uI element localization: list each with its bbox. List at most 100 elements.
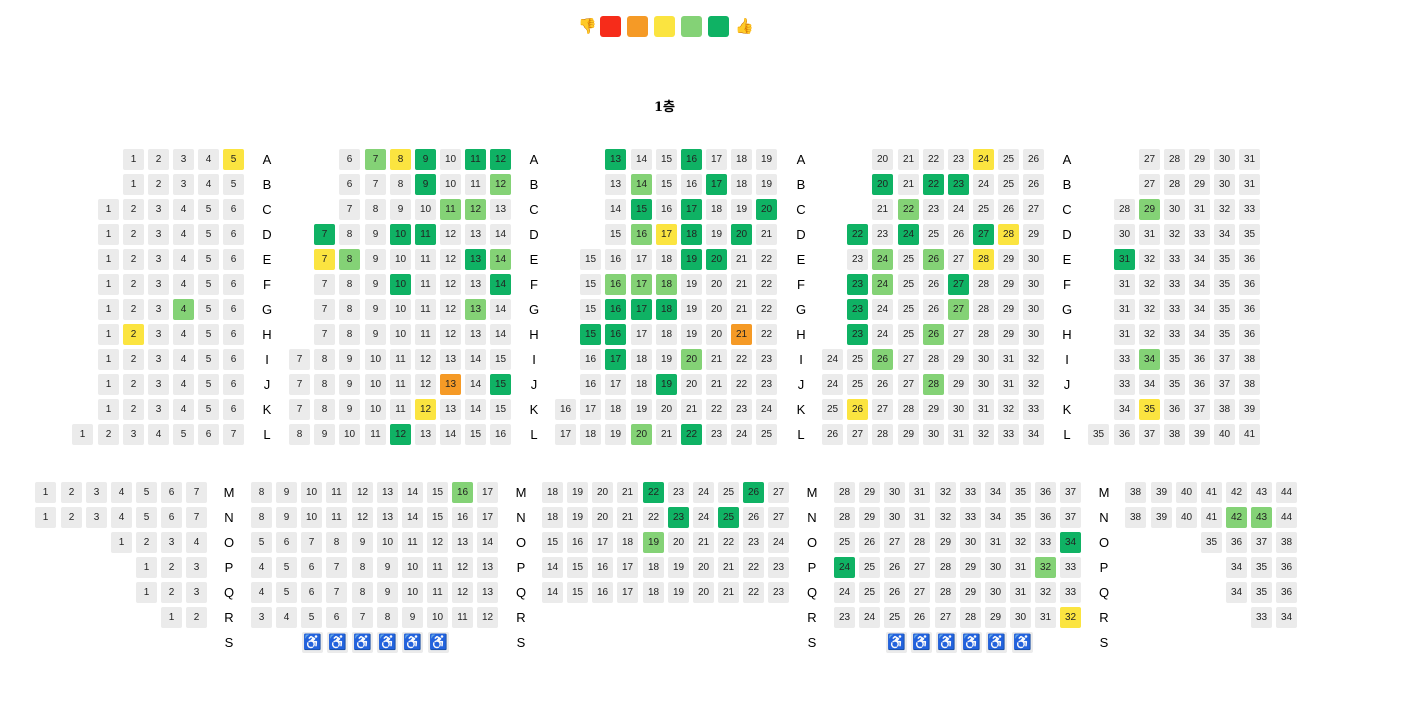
seat-l-25[interactable]: 25 (756, 424, 777, 445)
seat-n-8[interactable]: 8 (251, 507, 272, 528)
seat-q-6[interactable]: 6 (301, 582, 322, 603)
seat-e-8[interactable]: 8 (339, 249, 360, 270)
seat-n-40[interactable]: 40 (1176, 507, 1197, 528)
seat-h-34[interactable]: 34 (1189, 324, 1210, 345)
seat-l-18[interactable]: 18 (580, 424, 601, 445)
seat-g-22[interactable]: 22 (756, 299, 777, 320)
seat-p-29[interactable]: 29 (960, 557, 981, 578)
seat-j-9[interactable]: 9 (339, 374, 360, 395)
seat-e-6[interactable]: 6 (223, 249, 244, 270)
seat-r-31[interactable]: 31 (1035, 607, 1056, 628)
seat-k-37[interactable]: 37 (1189, 399, 1210, 420)
seat-j-37[interactable]: 37 (1214, 374, 1235, 395)
seat-n-35[interactable]: 35 (1010, 507, 1031, 528)
seat-n-39[interactable]: 39 (1151, 507, 1172, 528)
seat-r-5[interactable]: 5 (301, 607, 322, 628)
seat-h-8[interactable]: 8 (339, 324, 360, 345)
seat-p-19[interactable]: 19 (668, 557, 689, 578)
seat-b-9[interactable]: 9 (415, 174, 436, 195)
seat-k-24[interactable]: 24 (756, 399, 777, 420)
seat-c-13[interactable]: 13 (490, 199, 511, 220)
seat-o-24[interactable]: 24 (768, 532, 789, 553)
seat-i-27[interactable]: 27 (898, 349, 919, 370)
seat-i-29[interactable]: 29 (948, 349, 969, 370)
seat-b-4[interactable]: 4 (198, 174, 219, 195)
seat-d-4[interactable]: 4 (173, 224, 194, 245)
seat-q-22[interactable]: 22 (743, 582, 764, 603)
seat-h-15[interactable]: 15 (580, 324, 601, 345)
seat-h-5[interactable]: 5 (198, 324, 219, 345)
seat-g-15[interactable]: 15 (580, 299, 601, 320)
seat-k-14[interactable]: 14 (465, 399, 486, 420)
seat-i-16[interactable]: 16 (580, 349, 601, 370)
seat-i-2[interactable]: 2 (123, 349, 144, 370)
seat-n-20[interactable]: 20 (592, 507, 613, 528)
seat-i-8[interactable]: 8 (314, 349, 335, 370)
seat-o-27[interactable]: 27 (884, 532, 905, 553)
seat-p-6[interactable]: 6 (301, 557, 322, 578)
seat-l-21[interactable]: 21 (656, 424, 677, 445)
seat-m-18[interactable]: 18 (542, 482, 563, 503)
seat-j-26[interactable]: 26 (872, 374, 893, 395)
seat-a-24[interactable]: 24 (973, 149, 994, 170)
seat-i-26[interactable]: 26 (872, 349, 893, 370)
seat-g-21[interactable]: 21 (731, 299, 752, 320)
seat-l-1[interactable]: 1 (72, 424, 93, 445)
seat-e-35[interactable]: 35 (1214, 249, 1235, 270)
seat-f-23[interactable]: 23 (847, 274, 868, 295)
seat-k-13[interactable]: 13 (440, 399, 461, 420)
seat-m-20[interactable]: 20 (592, 482, 613, 503)
seat-i-32[interactable]: 32 (1023, 349, 1044, 370)
seat-e-19[interactable]: 19 (681, 249, 702, 270)
seat-b-7[interactable]: 7 (365, 174, 386, 195)
seat-b-27[interactable]: 27 (1139, 174, 1160, 195)
seat-h-4[interactable]: 4 (173, 324, 194, 345)
seat-d-34[interactable]: 34 (1214, 224, 1235, 245)
seat-c-20[interactable]: 20 (756, 199, 777, 220)
seat-p-31[interactable]: 31 (1010, 557, 1031, 578)
seat-h-16[interactable]: 16 (605, 324, 626, 345)
seat-e-21[interactable]: 21 (731, 249, 752, 270)
seat-r-1[interactable]: 1 (161, 607, 182, 628)
seat-l-34[interactable]: 34 (1023, 424, 1044, 445)
seat-o-22[interactable]: 22 (718, 532, 739, 553)
seat-a-1[interactable]: 1 (123, 149, 144, 170)
seat-o-10[interactable]: 10 (377, 532, 398, 553)
seat-h-20[interactable]: 20 (706, 324, 727, 345)
seat-k-30[interactable]: 30 (948, 399, 969, 420)
seat-o-38[interactable]: 38 (1276, 532, 1297, 553)
seat-f-14[interactable]: 14 (490, 274, 511, 295)
seat-c-11[interactable]: 11 (440, 199, 461, 220)
seat-n-25[interactable]: 25 (718, 507, 739, 528)
seat-n-4[interactable]: 4 (111, 507, 132, 528)
seat-k-7[interactable]: 7 (289, 399, 310, 420)
seat-h-18[interactable]: 18 (656, 324, 677, 345)
seat-j-14[interactable]: 14 (465, 374, 486, 395)
seat-l-2[interactable]: 2 (98, 424, 119, 445)
seat-b-23[interactable]: 23 (948, 174, 969, 195)
seat-m-12[interactable]: 12 (352, 482, 373, 503)
seat-a-18[interactable]: 18 (731, 149, 752, 170)
seat-k-15[interactable]: 15 (490, 399, 511, 420)
seat-q-15[interactable]: 15 (567, 582, 588, 603)
seat-q-23[interactable]: 23 (768, 582, 789, 603)
seat-h-35[interactable]: 35 (1214, 324, 1235, 345)
seat-f-28[interactable]: 28 (973, 274, 994, 295)
seat-d-25[interactable]: 25 (923, 224, 944, 245)
seat-b-29[interactable]: 29 (1189, 174, 1210, 195)
seat-l-36[interactable]: 36 (1114, 424, 1135, 445)
seat-p-33[interactable]: 33 (1060, 557, 1081, 578)
seat-m-5[interactable]: 5 (136, 482, 157, 503)
seat-m-36[interactable]: 36 (1035, 482, 1056, 503)
seat-n-26[interactable]: 26 (743, 507, 764, 528)
seat-q-7[interactable]: 7 (326, 582, 347, 603)
seat-e-3[interactable]: 3 (148, 249, 169, 270)
seat-j-2[interactable]: 2 (123, 374, 144, 395)
seat-n-16[interactable]: 16 (452, 507, 473, 528)
seat-h-9[interactable]: 9 (365, 324, 386, 345)
seat-m-25[interactable]: 25 (718, 482, 739, 503)
seat-d-17[interactable]: 17 (656, 224, 677, 245)
seat-p-21[interactable]: 21 (718, 557, 739, 578)
seat-e-4[interactable]: 4 (173, 249, 194, 270)
seat-m-30[interactable]: 30 (884, 482, 905, 503)
